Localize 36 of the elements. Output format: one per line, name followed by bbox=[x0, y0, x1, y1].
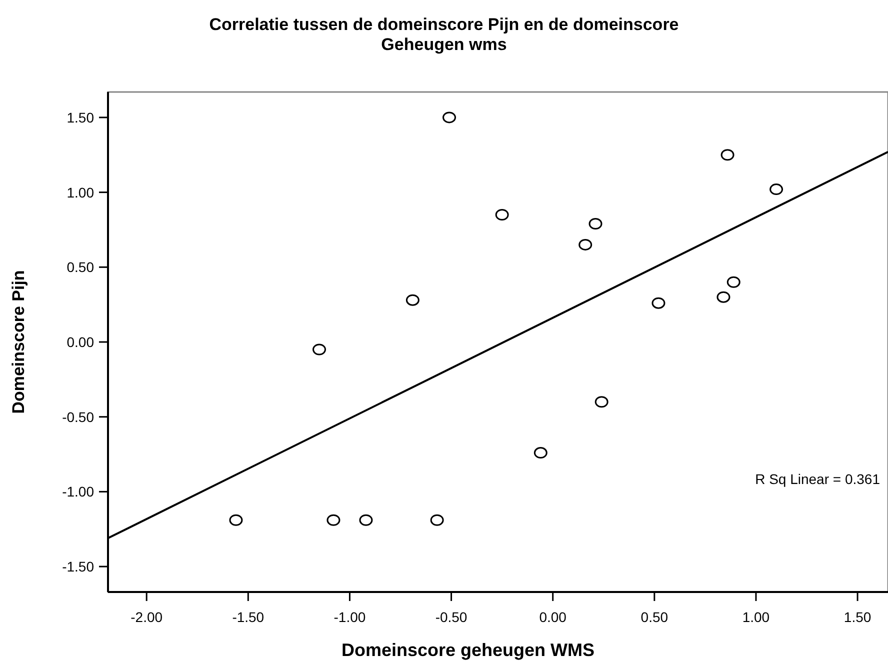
x-tick-label: -0.50 bbox=[435, 609, 468, 625]
point bbox=[430, 514, 444, 526]
point bbox=[770, 184, 784, 196]
point bbox=[229, 514, 243, 526]
x-tick-label: 1.00 bbox=[742, 609, 770, 625]
point bbox=[406, 294, 420, 306]
annotation: R Sq Linear = 0.361 bbox=[755, 471, 880, 488]
point bbox=[359, 514, 373, 526]
point bbox=[652, 297, 666, 309]
chart-title: Correlatie tussen de domeinscore Pijn en de domeinscore Geheugen wms bbox=[209, 15, 679, 54]
point bbox=[588, 218, 602, 230]
y-tick-label: 0.50 bbox=[66, 259, 94, 276]
point bbox=[326, 514, 340, 526]
x-tick-label: -1.00 bbox=[334, 609, 366, 625]
point bbox=[495, 209, 509, 221]
x-axis-title: Domeinscore geheugen WMS bbox=[341, 640, 595, 660]
point bbox=[578, 238, 592, 250]
point bbox=[442, 112, 456, 124]
y-tick-label: -0.50 bbox=[62, 408, 94, 425]
point bbox=[594, 396, 608, 408]
x-tick-label: -1.50 bbox=[232, 609, 264, 625]
x-tick-label: 1.50 bbox=[844, 609, 872, 625]
x-tick-label: 0.50 bbox=[640, 609, 668, 625]
point bbox=[726, 276, 740, 288]
y-tick-label: 1.00 bbox=[66, 184, 94, 200]
point bbox=[534, 447, 548, 459]
y-tick-label: 0.00 bbox=[66, 334, 94, 350]
point bbox=[312, 344, 326, 356]
x-tick-label: -2.00 bbox=[130, 609, 163, 625]
x-tick-label: 0.00 bbox=[539, 609, 567, 625]
y-tick-label: -1.00 bbox=[62, 484, 94, 500]
point bbox=[720, 149, 734, 161]
y-tick-label: -1.50 bbox=[62, 558, 94, 575]
point bbox=[716, 291, 730, 303]
y-axis-title: Domeinscore Pijn bbox=[9, 270, 28, 414]
y-tick-label: 1.50 bbox=[66, 109, 94, 126]
